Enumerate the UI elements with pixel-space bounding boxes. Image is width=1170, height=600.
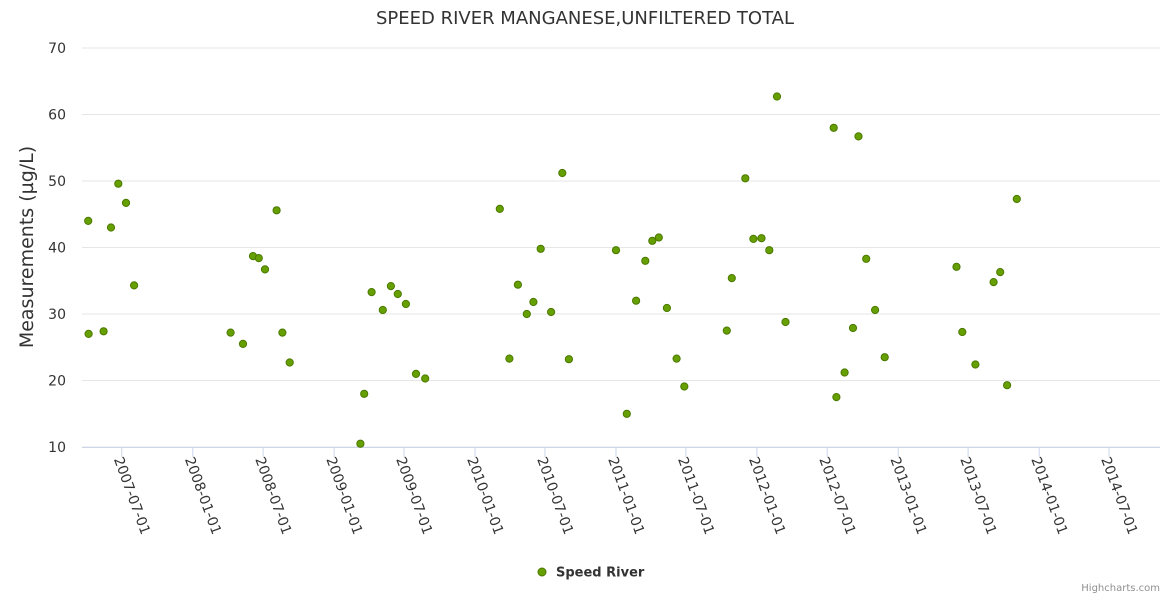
y-tick-label: 10 bbox=[48, 440, 66, 456]
x-axis: 2007-07-01 2008-01-01 2008-07-01 2009-01-01… bbox=[82, 447, 1160, 537]
data-point[interactable] bbox=[536, 244, 545, 253]
y-tick-label: 60 bbox=[48, 108, 66, 124]
data-point[interactable] bbox=[757, 234, 766, 243]
data-point[interactable] bbox=[564, 355, 574, 364]
data-point[interactable] bbox=[121, 198, 131, 207]
data-point[interactable] bbox=[529, 297, 538, 307]
data-point[interactable] bbox=[1003, 381, 1012, 390]
x-tick-label: 2011-07-01 bbox=[674, 455, 717, 537]
data-point[interactable] bbox=[356, 439, 365, 448]
data-point[interactable] bbox=[648, 236, 657, 245]
grid-lines bbox=[82, 47, 1160, 448]
x-tick-label: 2007-07-01 bbox=[110, 455, 153, 537]
data-point[interactable] bbox=[662, 303, 672, 313]
chart-title: SPEED RIVER MANGANESE,UNFILTERED TOTAL bbox=[376, 8, 794, 29]
data-point[interactable] bbox=[393, 289, 402, 299]
data-point[interactable] bbox=[386, 282, 395, 291]
data-point[interactable] bbox=[285, 358, 294, 367]
data-point[interactable] bbox=[367, 288, 376, 297]
data-point[interactable] bbox=[1012, 194, 1021, 204]
data-point[interactable] bbox=[360, 389, 369, 398]
data-point[interactable] bbox=[880, 353, 889, 362]
data-point[interactable] bbox=[654, 233, 663, 242]
data-point[interactable] bbox=[765, 246, 774, 255]
data-point[interactable] bbox=[611, 246, 621, 255]
legend-item-speed-river[interactable]: Speed River bbox=[556, 566, 645, 581]
chart-credit[interactable]: Highcharts.com bbox=[1081, 583, 1160, 594]
data-point[interactable] bbox=[272, 206, 281, 215]
x-tick-label: 2013-01-01 bbox=[886, 455, 929, 537]
x-tick-label: 2009-01-01 bbox=[322, 455, 365, 537]
x-tick-label: 2009-07-01 bbox=[392, 455, 435, 537]
data-point[interactable] bbox=[130, 281, 139, 290]
x-tick-label: 2012-01-01 bbox=[745, 455, 788, 537]
data-point[interactable] bbox=[226, 328, 235, 337]
data-point[interactable] bbox=[672, 354, 681, 363]
data-point[interactable] bbox=[513, 280, 523, 289]
legend[interactable]: Speed River bbox=[537, 566, 645, 581]
data-point[interactable] bbox=[99, 327, 108, 336]
data-point[interactable] bbox=[840, 368, 849, 377]
data-point[interactable] bbox=[278, 328, 287, 337]
x-tick-label: 2008-01-01 bbox=[181, 455, 224, 537]
data-point[interactable] bbox=[84, 216, 93, 225]
x-tick-label: 2011-01-01 bbox=[604, 455, 647, 537]
data-point[interactable] bbox=[260, 265, 270, 274]
x-tick-label: 2008-07-01 bbox=[251, 455, 294, 537]
data-point[interactable] bbox=[952, 262, 961, 271]
data-point[interactable] bbox=[989, 278, 998, 287]
data-point[interactable] bbox=[238, 339, 248, 348]
data-point[interactable] bbox=[641, 256, 650, 265]
data-point[interactable] bbox=[832, 393, 841, 402]
data-point[interactable] bbox=[411, 369, 421, 378]
data-point[interactable] bbox=[781, 317, 790, 327]
data-point[interactable] bbox=[558, 168, 567, 178]
data-point[interactable] bbox=[114, 179, 123, 188]
data-point[interactable] bbox=[495, 204, 504, 213]
data-point[interactable] bbox=[871, 305, 880, 315]
data-point[interactable] bbox=[632, 296, 641, 305]
legend-marker bbox=[537, 567, 547, 577]
data-point[interactable] bbox=[378, 305, 387, 315]
data-points bbox=[84, 92, 1021, 448]
x-tick-label: 2013-07-01 bbox=[956, 455, 999, 537]
y-tick-label: 30 bbox=[48, 307, 66, 323]
data-point[interactable] bbox=[622, 409, 631, 418]
data-point[interactable] bbox=[722, 326, 731, 335]
data-point[interactable] bbox=[741, 174, 750, 183]
x-tick-label: 2014-07-01 bbox=[1097, 455, 1140, 537]
data-point[interactable] bbox=[958, 327, 967, 337]
y-tick-label: 40 bbox=[48, 241, 66, 257]
data-point[interactable] bbox=[971, 360, 980, 369]
y-tick-label: 70 bbox=[48, 41, 66, 57]
data-point[interactable] bbox=[547, 307, 556, 317]
x-tick-label: 2012-07-01 bbox=[815, 455, 858, 537]
data-point[interactable] bbox=[680, 382, 689, 391]
data-point[interactable] bbox=[749, 234, 758, 243]
data-point[interactable] bbox=[727, 274, 736, 283]
x-tick-label: 2010-01-01 bbox=[463, 455, 506, 537]
x-tick-label: 2010-07-01 bbox=[533, 455, 576, 537]
data-point[interactable] bbox=[254, 254, 263, 263]
data-point[interactable] bbox=[854, 132, 863, 141]
data-point[interactable] bbox=[505, 354, 514, 363]
data-point[interactable] bbox=[421, 374, 430, 383]
data-point[interactable] bbox=[848, 323, 858, 333]
x-tick-label: 2014-01-01 bbox=[1027, 455, 1070, 537]
data-point[interactable] bbox=[772, 92, 782, 101]
data-point[interactable] bbox=[829, 123, 838, 132]
data-point[interactable] bbox=[106, 223, 116, 232]
data-point[interactable] bbox=[401, 299, 410, 309]
data-point[interactable] bbox=[522, 309, 531, 319]
data-point[interactable] bbox=[862, 254, 871, 263]
data-point[interactable] bbox=[996, 268, 1005, 277]
data-point[interactable] bbox=[84, 329, 93, 338]
y-axis-label: Measurements (µg/L) bbox=[16, 146, 38, 348]
y-tick-label: 50 bbox=[48, 174, 66, 190]
y-axis: 10 20 30 40 50 60 70 bbox=[48, 41, 66, 456]
y-tick-label: 20 bbox=[48, 374, 66, 390]
